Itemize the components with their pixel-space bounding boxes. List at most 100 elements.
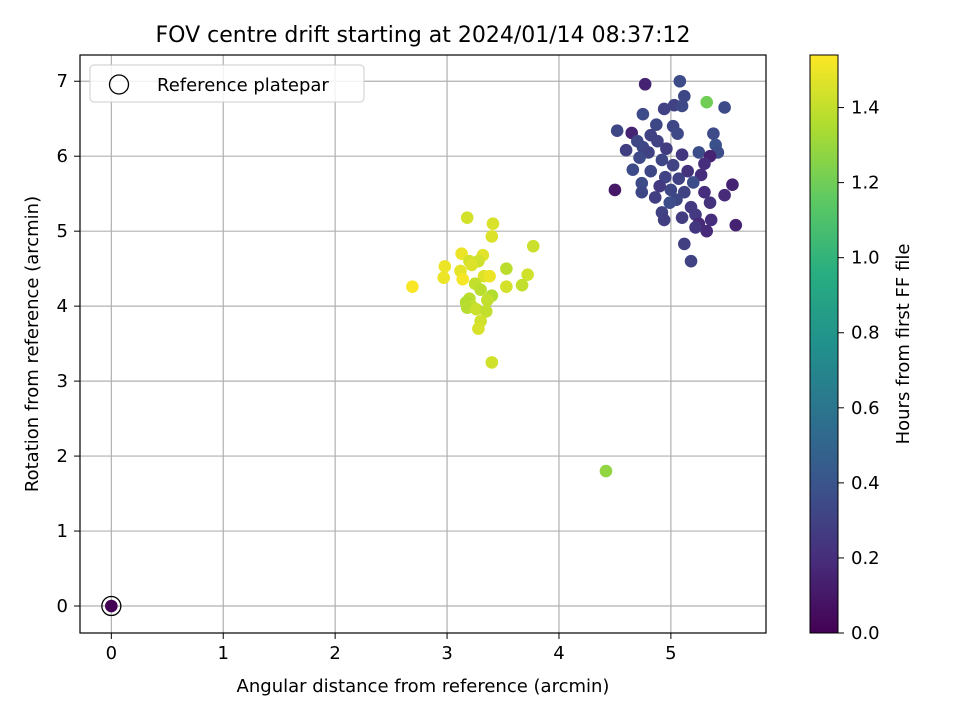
y-tick-label: 0 <box>57 596 68 617</box>
plot-frame <box>79 54 767 634</box>
y-tick-label: 1 <box>57 521 68 542</box>
colorbar-tick-label: 1.2 <box>851 173 880 194</box>
x-tick-label: 0 <box>106 643 117 664</box>
colorbar-tick-label: 0.4 <box>851 473 880 494</box>
data-point <box>718 188 731 202</box>
data-point <box>684 254 698 268</box>
data-point <box>619 143 633 157</box>
data-point <box>610 124 624 138</box>
data-point <box>672 172 686 185</box>
data-point <box>703 196 717 209</box>
y-axis-label: Rotation from reference (arcmin) <box>22 196 43 492</box>
data-point <box>671 127 684 141</box>
data-point <box>663 196 677 209</box>
colorbar-label: Hours from first FF file <box>893 244 914 445</box>
y-tick-label: 4 <box>57 296 68 317</box>
colorbar-tick-label: 1.0 <box>851 248 880 269</box>
data-point <box>726 178 739 191</box>
data-point <box>675 148 689 162</box>
data-point <box>692 146 706 159</box>
y-tick-label: 5 <box>57 221 68 242</box>
data-point <box>644 164 658 178</box>
data-point <box>460 211 474 224</box>
data-point <box>657 213 671 227</box>
data-point <box>658 170 672 184</box>
colorbar-tick-label: 0.6 <box>851 398 880 419</box>
data-point <box>660 142 673 156</box>
data-point <box>500 280 513 293</box>
colorbar-tick-label: 0.2 <box>851 548 880 569</box>
data-point <box>666 158 680 172</box>
data-point <box>526 239 540 253</box>
data-point <box>700 95 713 109</box>
y-tick-label: 3 <box>57 371 68 392</box>
data-point <box>456 272 470 286</box>
legend-box <box>89 64 365 103</box>
data-point <box>651 134 664 148</box>
data-point <box>638 77 652 91</box>
data-point <box>500 262 513 275</box>
data-point <box>648 191 662 204</box>
data-point <box>635 176 649 190</box>
data-point <box>681 164 694 178</box>
data-point <box>689 221 702 234</box>
y-tick-label: 6 <box>57 146 68 167</box>
data-point <box>686 176 700 189</box>
data-point <box>675 99 689 113</box>
data-point <box>608 183 622 197</box>
data-point <box>678 185 691 199</box>
data-point <box>483 269 496 283</box>
x-ticks: 0 1 2 3 4 5 <box>106 633 677 664</box>
data-point <box>650 118 663 132</box>
data-point <box>485 356 499 369</box>
colorbar-gradient <box>809 54 839 634</box>
data-point <box>481 293 494 307</box>
y-tick-label: 7 <box>57 71 68 92</box>
x-tick-label: 5 <box>665 643 676 664</box>
colorbar-tick-label: 1.4 <box>851 98 880 119</box>
data-point <box>700 224 713 238</box>
data-point <box>655 153 669 167</box>
grid-x <box>110 55 672 633</box>
data-point <box>633 151 646 165</box>
x-tick-label: 3 <box>441 643 452 664</box>
data-point <box>485 230 499 243</box>
data-points <box>101 74 743 617</box>
data-point <box>626 163 640 177</box>
data-point <box>472 322 485 335</box>
data-point <box>698 157 711 171</box>
data-point <box>707 127 720 141</box>
x-tick-label: 4 <box>553 643 564 664</box>
x-axis-label: Angular distance from reference (arcmin) <box>237 676 610 697</box>
data-point <box>635 185 649 199</box>
data-point <box>438 260 452 273</box>
colorbar-tick-label: 0.0 <box>851 623 880 644</box>
data-point <box>474 283 487 296</box>
data-point <box>678 237 691 251</box>
data-point <box>406 280 419 293</box>
data-point <box>465 258 478 272</box>
data-point <box>515 278 529 292</box>
data-point <box>673 74 687 88</box>
data-point <box>704 213 718 227</box>
legend-reference-marker <box>108 74 130 95</box>
data-point <box>678 89 691 103</box>
data-point <box>698 185 711 199</box>
data-point <box>718 101 731 114</box>
data-point <box>521 268 534 281</box>
x-tick-label: 2 <box>329 643 340 664</box>
data-point <box>599 464 613 478</box>
data-point <box>437 271 451 284</box>
x-tick-label: 1 <box>218 643 229 664</box>
legend-label-reference: Reference platepar <box>157 75 329 96</box>
legend: Reference platepar <box>89 64 365 103</box>
data-point <box>664 183 678 197</box>
data-point <box>653 179 666 193</box>
reference-marker <box>101 595 122 617</box>
data-point <box>105 599 118 613</box>
data-point <box>636 107 650 121</box>
data-point <box>729 218 743 232</box>
y-ticks: 0 1 2 3 4 5 6 7 <box>57 71 80 617</box>
data-point <box>657 102 671 116</box>
